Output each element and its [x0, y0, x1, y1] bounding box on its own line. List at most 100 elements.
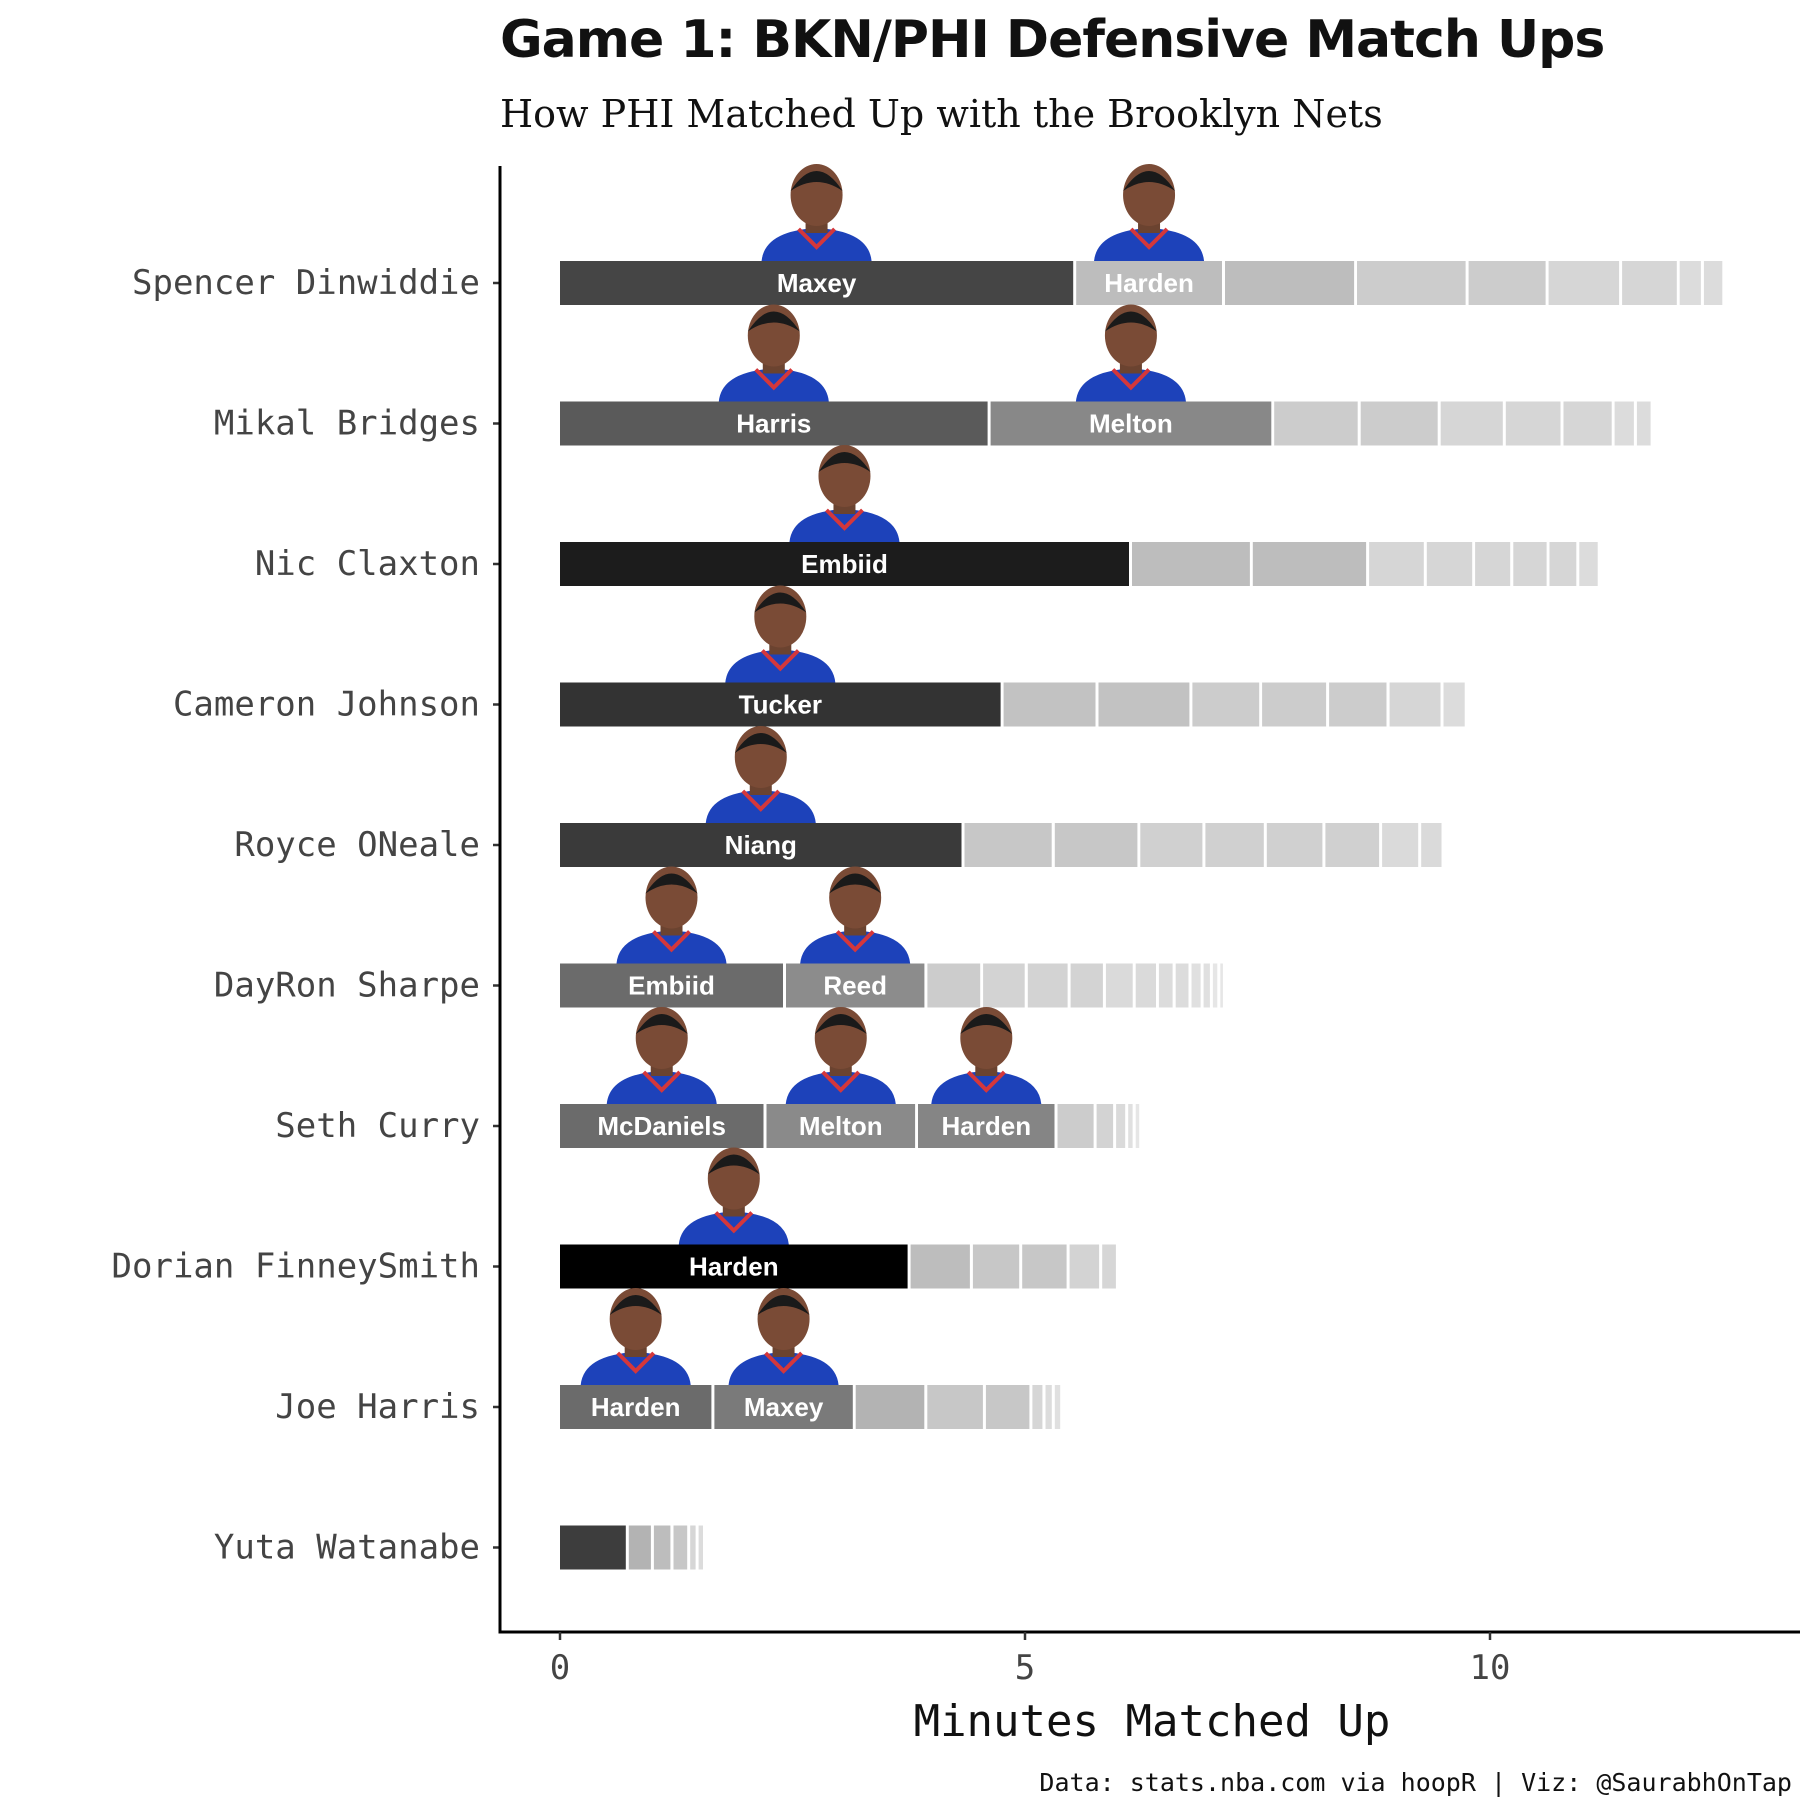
y-tick-label: Royce ONeale — [234, 825, 480, 865]
defender-avatar — [580, 1288, 691, 1385]
jersey-collar — [966, 1070, 1006, 1093]
hair-shape — [829, 873, 882, 894]
bar-segment — [1382, 823, 1419, 867]
hair-shape — [818, 452, 871, 472]
bar-segment — [1205, 823, 1264, 867]
bar-segment — [1212, 963, 1218, 1008]
bar-segment — [1102, 1244, 1116, 1289]
jersey-collar — [760, 649, 800, 672]
defender-avatar — [606, 1007, 717, 1104]
bar-segment — [560, 963, 783, 1008]
y-tick-label: Cameron Johnson — [173, 685, 480, 725]
defender-avatar — [785, 1007, 896, 1104]
bar-segment — [560, 1244, 908, 1289]
bar-segment — [1329, 682, 1387, 727]
defender-avatar — [705, 726, 816, 823]
segment-label: Harden — [1104, 268, 1194, 298]
bar-segment — [1140, 823, 1203, 867]
bar-segment — [766, 1104, 916, 1148]
hair-shape — [814, 1014, 867, 1034]
bar-segment — [1262, 682, 1327, 727]
bar-segment — [1369, 542, 1424, 586]
x-tick-label: 10 — [1470, 1648, 1511, 1688]
bar-segment — [786, 963, 925, 1008]
bar-segment — [714, 1385, 853, 1429]
segment-label: Niang — [725, 830, 797, 860]
bar-segment — [628, 1525, 651, 1570]
x-tick-label: 5 — [1015, 1648, 1035, 1688]
bar-segment — [560, 823, 962, 867]
bar-segment — [1614, 401, 1634, 446]
bar-segment — [983, 963, 1025, 1008]
x-tick-label: 0 — [550, 1648, 570, 1688]
bar-segment — [1057, 1104, 1094, 1148]
bar-segment — [1505, 401, 1561, 446]
bar-segment — [1054, 823, 1138, 867]
bar-segment — [855, 1385, 925, 1429]
chart-subtitle: How PHI Matched Up with the Brooklyn Net… — [500, 92, 1383, 136]
y-tick-label: Mikal Bridges — [214, 404, 480, 444]
segment-label: Melton — [799, 1111, 883, 1141]
y-tick-label: DayRon Sharpe — [214, 966, 480, 1006]
segment-label: Embiid — [628, 971, 715, 1001]
bar-segment — [1096, 1104, 1114, 1148]
bar-segment — [1357, 261, 1466, 305]
bar-segment — [927, 1385, 983, 1429]
defender-avatar — [616, 866, 727, 964]
bar-segment — [1440, 401, 1503, 446]
bar-segment — [1054, 1385, 1061, 1429]
bar-segment — [1252, 542, 1367, 586]
bar-segment — [1022, 1244, 1067, 1289]
bar-segment — [918, 1104, 1055, 1148]
jersey-collar — [797, 227, 836, 250]
chart-caption: Data: stats.nba.com via hoopR | Viz: @Sa… — [1039, 1768, 1792, 1797]
bar-segment — [1579, 542, 1598, 586]
segment-label: Harden — [591, 1392, 681, 1422]
segment-label: Harden — [942, 1111, 1032, 1141]
segment-label: McDaniels — [597, 1111, 726, 1141]
defender-avatar — [728, 1288, 839, 1385]
bar-segment — [1069, 1244, 1100, 1289]
bar-segment — [1045, 1385, 1052, 1429]
bar-segment — [1679, 261, 1701, 305]
defender-avatar — [718, 304, 829, 402]
bar-segment — [1468, 261, 1546, 305]
bar-segment — [1128, 1104, 1133, 1148]
bar-segment — [1098, 682, 1190, 727]
bar-segment — [1636, 401, 1651, 446]
hair-shape — [754, 592, 807, 613]
bar-segment — [1225, 261, 1355, 305]
bar-segment — [1220, 963, 1223, 1008]
defender-avatar — [789, 445, 900, 542]
bar-segment — [673, 1525, 688, 1570]
jersey-collar — [652, 930, 691, 953]
bar-segment — [1116, 1104, 1126, 1148]
bar-segment — [560, 542, 1129, 586]
bar-segment — [985, 1385, 1030, 1429]
bar-segment — [698, 1525, 703, 1570]
jersey-collar — [1129, 227, 1169, 250]
jersey-collar — [835, 930, 875, 953]
jersey-collar — [821, 1070, 861, 1093]
bars-layer: Maxey Harden Harris Melton Embiid Tucker Niang… — [560, 164, 1723, 1570]
bar-segment — [1622, 261, 1677, 305]
bar-segment — [1325, 823, 1380, 867]
jersey-collar — [714, 1211, 754, 1234]
bar-segment — [1175, 963, 1189, 1008]
jersey-collar — [616, 1351, 656, 1374]
bar-segment — [1513, 542, 1547, 586]
bar-segment — [1003, 682, 1096, 727]
bar-segment — [1549, 542, 1577, 586]
y-tick-label: Joe Harris — [275, 1387, 480, 1427]
jersey-collar — [764, 1351, 803, 1374]
segment-label: Embiid — [801, 549, 888, 579]
bar-segment — [1389, 682, 1441, 727]
bar-segment — [1548, 261, 1620, 305]
hair-shape — [757, 1295, 810, 1315]
segment-label: Harris — [736, 409, 811, 439]
bar-segment — [1203, 963, 1210, 1008]
hair-shape — [960, 1014, 1013, 1034]
defender-avatar — [1094, 164, 1205, 261]
